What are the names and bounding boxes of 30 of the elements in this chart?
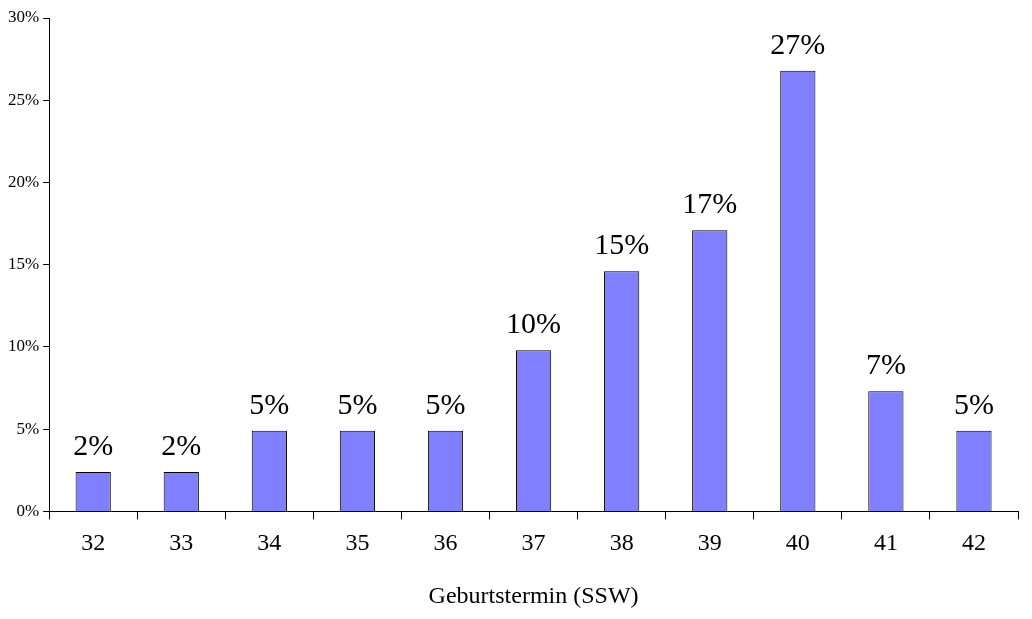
y-tick-label: 30% bbox=[7, 7, 40, 27]
x-tick-label: 38 bbox=[609, 529, 634, 556]
y-tick-label: 0% bbox=[16, 500, 40, 520]
x-tick-label: 37 bbox=[521, 529, 546, 556]
data-label: 15% bbox=[594, 227, 650, 261]
x-tick-label: 41 bbox=[873, 529, 898, 556]
data-label: 5% bbox=[249, 386, 290, 420]
y-tick-label: 25% bbox=[7, 89, 40, 109]
x-tick-label: 39 bbox=[697, 529, 722, 556]
x-tick-label: 42 bbox=[961, 529, 986, 556]
y-tick-label: 15% bbox=[7, 254, 40, 274]
x-tick-label: 34 bbox=[257, 529, 282, 556]
data-label: 27% bbox=[770, 26, 826, 60]
data-label: 5% bbox=[953, 386, 994, 420]
data-label: 5% bbox=[425, 386, 466, 420]
x-tick-label: 40 bbox=[785, 529, 810, 556]
data-label: 2% bbox=[161, 427, 202, 461]
x-tick-label: 36 bbox=[433, 529, 458, 556]
data-label: 10% bbox=[506, 306, 562, 340]
x-axis-title: Geburtstermin (SSW) bbox=[428, 581, 639, 608]
y-tick-label: 5% bbox=[16, 418, 40, 438]
x-tick-label: 32 bbox=[81, 529, 106, 556]
data-label: 2% bbox=[73, 427, 114, 461]
y-tick-label: 20% bbox=[7, 171, 40, 191]
y-tick-label: 10% bbox=[7, 336, 40, 356]
data-label: 5% bbox=[337, 386, 378, 420]
x-tick-label: 35 bbox=[345, 529, 370, 556]
data-label: 17% bbox=[682, 186, 738, 220]
x-tick-label: 33 bbox=[169, 529, 194, 556]
data-label: 7% bbox=[865, 347, 906, 381]
